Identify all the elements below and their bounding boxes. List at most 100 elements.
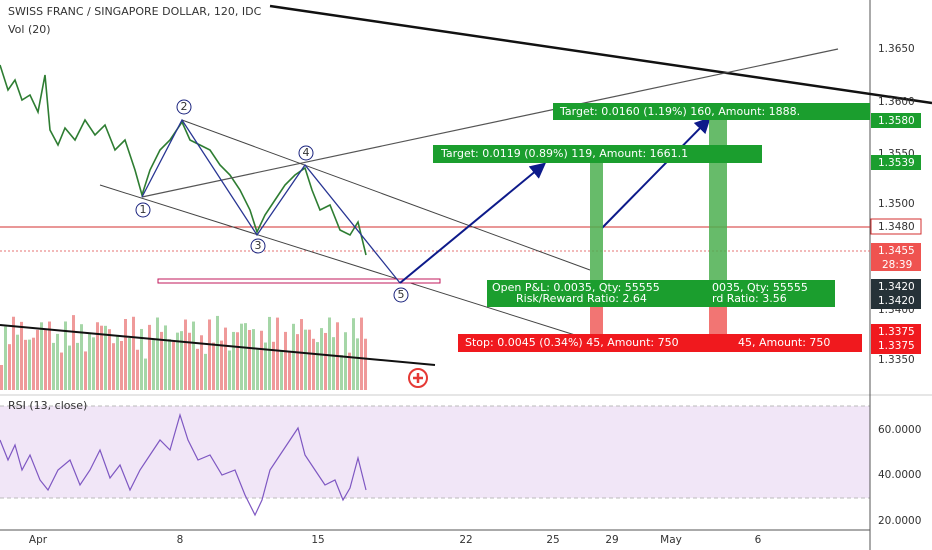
price-tag-label: 1.3420 (878, 281, 915, 293)
symbol-title: SWISS FRANC / SINGAPORE DOLLAR, 120, IDC (8, 5, 262, 18)
volume-trend-line (0, 324, 436, 366)
volume-bar (16, 334, 19, 390)
trend-line (141, 48, 839, 198)
date-label: 15 (311, 534, 324, 546)
volume-bar (300, 319, 303, 390)
volume-bar (232, 331, 235, 390)
volume-bar (44, 328, 47, 390)
wave-marker (250, 238, 266, 254)
stop-box (458, 334, 862, 352)
wave-labels: 1 2 3 4 5 (135, 99, 409, 303)
volume-bar (80, 324, 83, 390)
volume-bar (56, 333, 59, 390)
volume-bar (0, 365, 3, 390)
channel-lower (99, 184, 576, 336)
volume-bar (272, 341, 275, 390)
price-label: 1.3650 (878, 43, 915, 55)
profit-zone (590, 163, 603, 280)
volume-bar (340, 355, 343, 390)
volume-bar (52, 342, 55, 390)
loss-zone (709, 305, 727, 335)
support-box (157, 278, 441, 284)
volume-bar (320, 328, 323, 390)
volume-bar (20, 321, 23, 390)
rsi-axis-label: 60.0000 (878, 424, 921, 436)
volume-bar (168, 339, 171, 390)
volume-bar (148, 324, 151, 390)
price-tag (871, 294, 921, 309)
volume-bar (180, 331, 183, 390)
volume-bar (116, 334, 119, 390)
volume-bar (24, 339, 27, 390)
wave-label: 1 (140, 203, 147, 216)
volume-bar (288, 352, 291, 390)
volume-bar (64, 321, 67, 390)
volume-bar (92, 337, 95, 390)
volume-bar (316, 342, 319, 390)
wave-label: 5 (398, 288, 405, 301)
price-tag (871, 279, 921, 294)
stop-label: Stop: 0.0045 (0.34%) 45, Amount: 750 (465, 336, 679, 349)
price-tag (871, 243, 921, 271)
date-label: 8 (177, 534, 184, 546)
target-label: Target: 0.0160 (1.19%) 160, Amount: 1888… (559, 105, 800, 118)
volume-bar (328, 317, 331, 390)
volume-bar (12, 316, 15, 390)
volume-bar (348, 352, 351, 390)
volume-bar (152, 338, 155, 390)
date-label: Apr (29, 534, 48, 546)
price-tag-label: 1.3539 (878, 157, 915, 169)
volume-bar (112, 343, 115, 390)
volume-bar (256, 349, 259, 390)
rsi-axis-label: 20.0000 (878, 515, 921, 527)
price-label: 1.3600 (878, 96, 915, 108)
volume-bar (240, 323, 243, 390)
volume-bar (4, 326, 7, 390)
volume-bar (124, 319, 127, 390)
volume-bar (36, 329, 39, 390)
risk-reward: rd Ratio: 3.56 (712, 292, 787, 305)
volume-bar (96, 322, 99, 390)
volume-bar (192, 321, 195, 390)
volume-bar (100, 325, 103, 390)
wave-label: 3 (255, 239, 262, 252)
volume-bar (364, 338, 367, 390)
volume-bar (188, 332, 191, 390)
volume-bar (236, 332, 239, 390)
volume-bar (132, 316, 135, 390)
target-box (433, 145, 762, 163)
volume-bar (140, 328, 143, 390)
wave-label: 4 (303, 146, 310, 159)
volume-bar (228, 350, 231, 390)
volume-bar (344, 332, 347, 390)
countdown: 28:39 (882, 259, 912, 271)
wave-label: 2 (181, 100, 188, 113)
volume-bar (220, 340, 223, 390)
price-tag-label: 1.3375 (878, 326, 915, 338)
volume-bar (84, 351, 87, 390)
projection-arrow (399, 162, 547, 284)
price-tag-label: 1.3375 (878, 340, 915, 352)
loss-zone (590, 305, 603, 335)
volume-bar (200, 335, 203, 390)
channel-upper (181, 119, 591, 271)
date-label: 6 (755, 534, 762, 546)
price-tag-label: 1.3580 (878, 115, 915, 127)
volume-bar (208, 319, 211, 390)
target-label: Target: 0.0119 (0.89%) 119, Amount: 1661… (440, 147, 688, 160)
volume-bar (308, 329, 311, 390)
trend-line (269, 4, 932, 105)
volume-title: Vol (20) (8, 23, 51, 36)
pl-box (487, 280, 835, 307)
price-tag (870, 218, 922, 235)
price-tag (871, 155, 921, 170)
volume-bar (360, 317, 363, 390)
volume-bar (312, 338, 315, 390)
volume-bar (212, 342, 215, 390)
price-tag-label: 1.3420 (878, 295, 915, 307)
volume-bar (268, 316, 271, 390)
volume-bar (248, 329, 251, 390)
projection-arrow (601, 117, 711, 229)
volume-bar (244, 323, 247, 390)
